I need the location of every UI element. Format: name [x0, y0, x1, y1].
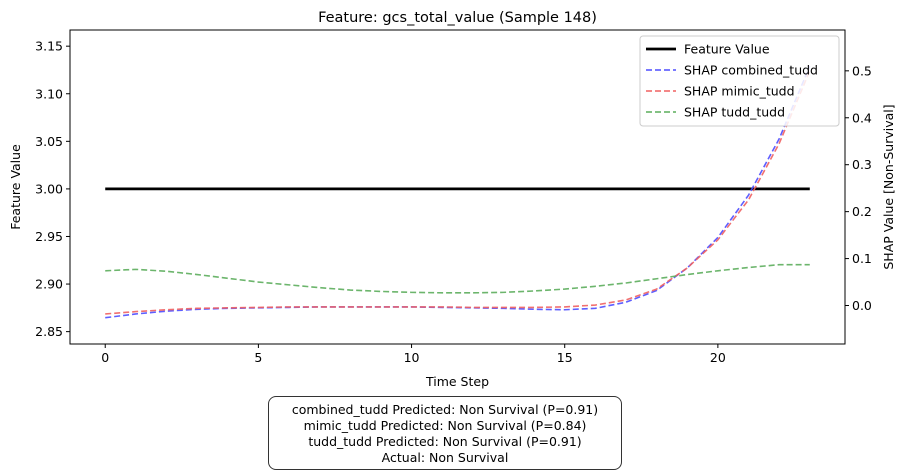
left-y-tick-label: 3.10 — [35, 86, 63, 101]
legend-label-2: SHAP mimic_tudd — [684, 84, 795, 99]
right-y-axis: 0.0 0.1 0.2 0.3 0.4 0.5 — [845, 63, 872, 313]
right-y-tick-label: 0.0 — [852, 298, 872, 313]
legend: Feature Value SHAP combined_tudd SHAP mimi… — [639, 35, 840, 127]
x-tick-label: 15 — [557, 350, 573, 365]
prediction-line-tudd: tudd_tudd Predicted: Non Survival (P=0.9… — [308, 434, 582, 449]
right-y-tick-label: 0.3 — [852, 157, 872, 172]
legend-label-0: Feature Value — [684, 42, 770, 57]
left-y-tick-label: 3.00 — [35, 181, 63, 196]
chart-title: Feature: gcs_total_value (Sample 148) — [318, 10, 597, 26]
prediction-line-mimic: mimic_tudd Predicted: Non Survival (P=0.… — [303, 418, 587, 433]
series-line-2 — [105, 70, 811, 315]
left-y-axis: 2.85 2.90 2.95 3.00 3.05 3.10 3.15 — [35, 39, 70, 339]
x-tick-label: 20 — [710, 350, 726, 365]
left-y-tick-label: 3.05 — [35, 134, 63, 149]
plot-frame — [69, 29, 846, 345]
legend-label-3: SHAP tudd_tudd — [684, 105, 785, 120]
x-tick-label: 0 — [101, 350, 109, 365]
right-y-tick-label: 0.2 — [852, 204, 872, 219]
right-y-tick-label: 0.1 — [852, 251, 872, 266]
right-y-tick-label: 0.4 — [852, 110, 872, 125]
left-y-tick-label: 3.15 — [35, 39, 63, 54]
right-y-tick-label: 0.5 — [852, 63, 872, 78]
legend-box — [639, 35, 840, 127]
legend-label-1: SHAP combined_tudd — [684, 63, 818, 78]
left-y-tick-label: 2.90 — [35, 277, 63, 292]
left-y-axis-label: Feature Value — [8, 144, 23, 230]
series-line-3 — [105, 263, 810, 294]
left-y-tick-label: 2.95 — [35, 229, 63, 244]
x-axis: 0 5 10 15 20 — [101, 344, 726, 365]
x-axis-label: Time Step — [425, 374, 489, 389]
right-y-axis-label: SHAP Value [Non-Survival] — [881, 104, 896, 269]
actual-outcome-line: Actual: Non Survival — [381, 450, 509, 465]
plot-lines — [105, 65, 811, 319]
prediction-line-combined: combined_tudd Predicted: Non Survival (P… — [291, 402, 599, 417]
x-tick-label: 5 — [254, 350, 262, 365]
x-tick-label: 10 — [404, 350, 420, 365]
prediction-summary-box: combined_tudd Predicted: Non Survival (P… — [268, 396, 622, 470]
left-y-tick-label: 2.85 — [35, 324, 63, 339]
